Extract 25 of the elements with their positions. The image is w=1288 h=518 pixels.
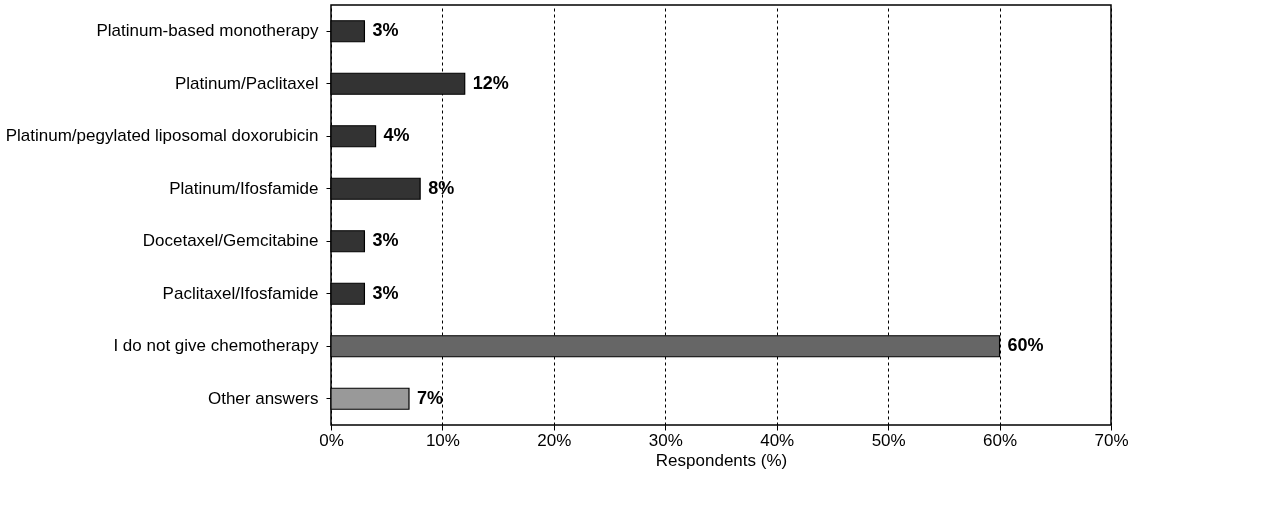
y-tick-label: Platinum-based monotherapy [96, 21, 319, 41]
data-label: 4% [383, 125, 410, 146]
x-tick-label: 70% [1094, 430, 1129, 450]
data-label: 12% [472, 72, 509, 93]
data-label: 60% [1007, 335, 1044, 356]
x-tick-label: 30% [648, 430, 683, 450]
x-tick-label: 0% [319, 430, 344, 450]
y-tick-label: I do not give chemotherapy [113, 336, 319, 356]
y-tick-label: Other answers [207, 388, 319, 408]
y-tick-label: Paclitaxel/Ifosfamide [162, 283, 319, 303]
y-tick-label: Platinum/pegylated liposomal doxorubicin [5, 126, 319, 146]
x-axis-title: Respondents (%) [655, 450, 788, 470]
data-label: 8% [428, 177, 455, 198]
data-label: 3% [372, 230, 399, 251]
x-tick-label: 60% [983, 430, 1018, 450]
x-tick-label: 50% [871, 430, 906, 450]
y-tick-label: Platinum/Paclitaxel [174, 73, 319, 93]
data-label: 7% [417, 387, 444, 408]
x-tick-label: 20% [537, 430, 572, 450]
x-tick-label: 40% [760, 430, 795, 450]
y-tick-label: Docetaxel/Gemcitabine [142, 231, 319, 251]
data-label: 3% [372, 282, 399, 303]
y-tick-label: Platinum/Ifosfamide [169, 178, 319, 198]
x-tick-label: 10% [425, 430, 460, 450]
data-label: 3% [372, 20, 399, 41]
